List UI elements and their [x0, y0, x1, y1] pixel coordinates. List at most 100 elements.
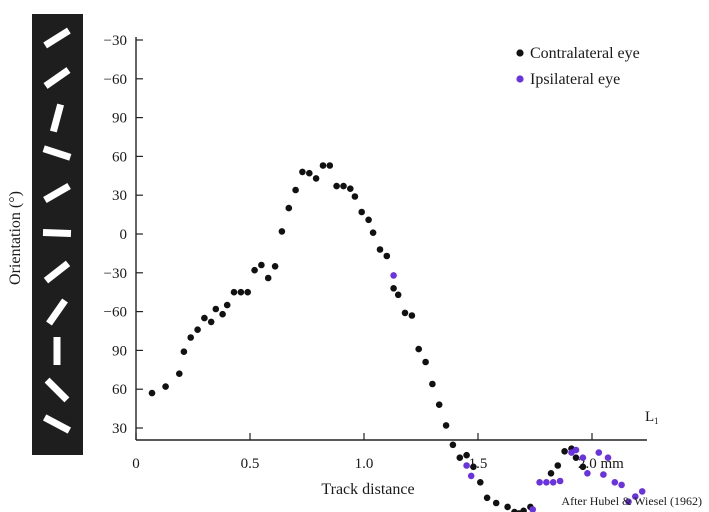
ipsilateral-point — [549, 479, 557, 486]
orientation-bar — [44, 377, 70, 403]
y-tick-label: 30 — [112, 421, 127, 437]
ipsilateral-point — [625, 498, 632, 506]
chart-axes — [135, 37, 647, 441]
x-tick-label: 1.5 — [469, 456, 488, 472]
contralateral-point — [292, 186, 299, 194]
contralateral-point — [408, 312, 416, 319]
x-axis-ticks: 0 0.5 1.0 1.5 2.0 mm — [132, 433, 624, 472]
contralateral-point — [176, 370, 183, 378]
contralateral-point — [376, 246, 384, 253]
orientation-bar — [42, 229, 72, 237]
y-tick-label: 30 — [112, 188, 127, 204]
y-tick-label: −30 — [104, 33, 127, 49]
ipsilateral-point — [595, 449, 603, 456]
ipsilateral-point — [618, 481, 625, 489]
y-tick-label: −30 — [104, 266, 127, 282]
contralateral-point — [415, 345, 423, 353]
contralateral-point — [258, 261, 265, 269]
orientation-bar — [43, 260, 71, 284]
y-axis-title: Orientation (°) — [7, 191, 24, 285]
contralateral-point — [271, 263, 279, 270]
ipsilateral-point — [556, 477, 564, 485]
y-tick-label: 60 — [112, 149, 127, 165]
data-points — [148, 162, 646, 512]
contralateral-point — [237, 288, 245, 296]
ipsilateral-point — [572, 446, 580, 454]
contralateral-point — [162, 383, 169, 390]
contralateral-point — [579, 463, 587, 471]
contralateral-point — [223, 301, 231, 309]
contralateral-point — [244, 288, 251, 296]
contralateral-point — [264, 274, 272, 282]
credit-text: After Hubel & Wiesel (1962) — [561, 494, 702, 508]
contralateral-point — [449, 441, 457, 449]
contralateral-point — [358, 208, 366, 216]
orientation-bar — [42, 414, 72, 434]
legend-marker-contralateral — [516, 49, 524, 57]
contralateral-point — [442, 422, 450, 429]
contralateral-point — [390, 285, 397, 292]
contralateral-point — [278, 228, 286, 235]
contralateral-point — [435, 401, 443, 409]
y-tick-label: −60 — [104, 305, 127, 321]
contralateral-point — [561, 448, 568, 455]
contralateral-point — [187, 334, 194, 341]
contralateral-point — [207, 318, 215, 326]
orientation-bar — [49, 103, 65, 133]
ipsilateral-point — [543, 479, 550, 486]
contralateral-point — [365, 216, 372, 224]
contralateral-point — [194, 326, 201, 334]
end-label-subscript: 1 — [654, 416, 659, 426]
contralateral-point — [504, 503, 511, 511]
contralateral-point — [319, 162, 327, 169]
contralateral-point — [148, 389, 156, 397]
contralateral-point — [351, 193, 359, 200]
contralateral-point — [306, 169, 313, 177]
contralateral-point — [333, 182, 340, 190]
orientation-bar — [42, 145, 72, 161]
contralateral-point — [285, 204, 293, 212]
orientation-bar-strip — [32, 14, 83, 455]
y-tick-label: 0 — [120, 227, 128, 243]
contralateral-point — [554, 462, 562, 469]
contralateral-point — [347, 185, 354, 192]
legend-label-contralateral: Contralateral eye — [530, 45, 640, 62]
contralateral-point — [463, 451, 470, 459]
y-tick-label: −60 — [104, 72, 127, 88]
contralateral-point — [201, 314, 208, 322]
orientation-bar — [43, 67, 71, 89]
y-tick-label: 60 — [112, 382, 127, 398]
ipsilateral-point — [390, 272, 397, 279]
contralateral-point — [547, 470, 555, 477]
contralateral-point — [477, 479, 484, 486]
ipsilateral-point — [638, 488, 646, 495]
contralateral-point — [180, 348, 188, 356]
contralateral-point — [394, 291, 402, 299]
contralateral-point — [572, 454, 580, 462]
y-tick-label: 90 — [112, 343, 127, 359]
x-axis-title: Track distance — [321, 481, 414, 498]
ipsilateral-point — [467, 472, 475, 480]
end-label: L 1 — [645, 409, 659, 426]
contralateral-point — [483, 494, 491, 502]
ipsilateral-point — [600, 471, 607, 478]
contralateral-point — [312, 175, 320, 182]
contralateral-point — [340, 182, 347, 190]
contralateral-point — [369, 229, 377, 236]
contralateral-point — [520, 507, 527, 512]
ipsilateral-point — [536, 479, 543, 486]
contralateral-point — [429, 380, 436, 388]
ipsilateral-point — [584, 470, 591, 477]
y-tick-label: 90 — [112, 111, 127, 127]
x-tick-label: 1.0 — [355, 456, 374, 472]
ipsilateral-point — [529, 506, 536, 512]
x-tick-label: 0.5 — [241, 456, 260, 472]
contralateral-point — [470, 463, 477, 471]
contralateral-point — [383, 252, 391, 260]
orientation-bar — [43, 182, 71, 204]
contralateral-point — [401, 309, 409, 317]
orientation-bar — [53, 337, 61, 365]
contralateral-point — [212, 305, 220, 313]
legend: Contralateral eye Ipsilateral eye — [516, 45, 640, 88]
